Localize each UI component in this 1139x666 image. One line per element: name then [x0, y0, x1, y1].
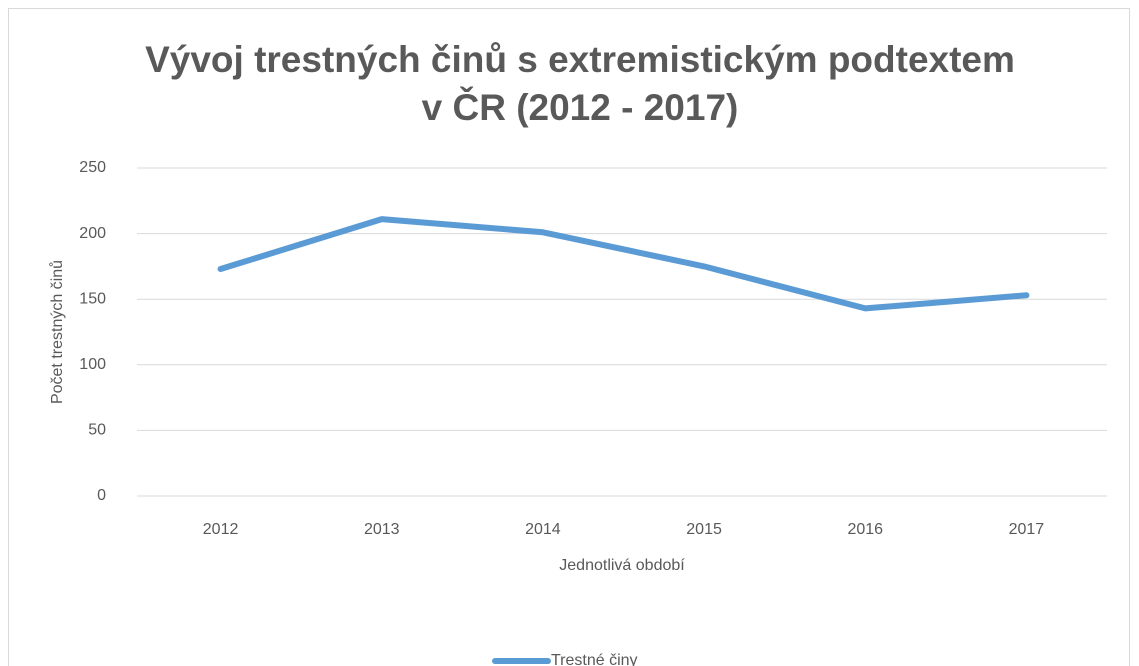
chart-title: v ČR (2012 - 2017): [422, 86, 739, 128]
x-tick-label: 2015: [686, 521, 722, 538]
line-series: [217, 216, 1030, 312]
y-axis-title: Počet trestných činů: [48, 260, 66, 404]
y-tick-label: 100: [79, 356, 106, 373]
x-tick-label: 2016: [847, 521, 883, 538]
y-tick-label: 0: [97, 487, 106, 504]
x-tick-label: 2012: [203, 521, 239, 538]
chart-title: Vývoj trestných činů s extremistickým po…: [145, 39, 1015, 80]
y-tick-label: 250: [79, 159, 106, 176]
y-tick-label: 50: [88, 422, 106, 439]
y-tick-label: 200: [79, 225, 106, 242]
x-tick-label: 2014: [525, 521, 561, 538]
chart-frame: [8, 8, 1130, 666]
y-tick-label: 150: [79, 290, 106, 307]
x-tick-label: 2013: [364, 521, 400, 538]
x-tick-label: 2017: [1009, 521, 1045, 538]
x-axis-title: Jednotlivá období: [559, 557, 685, 574]
legend-label: Trestné činy: [551, 652, 638, 666]
